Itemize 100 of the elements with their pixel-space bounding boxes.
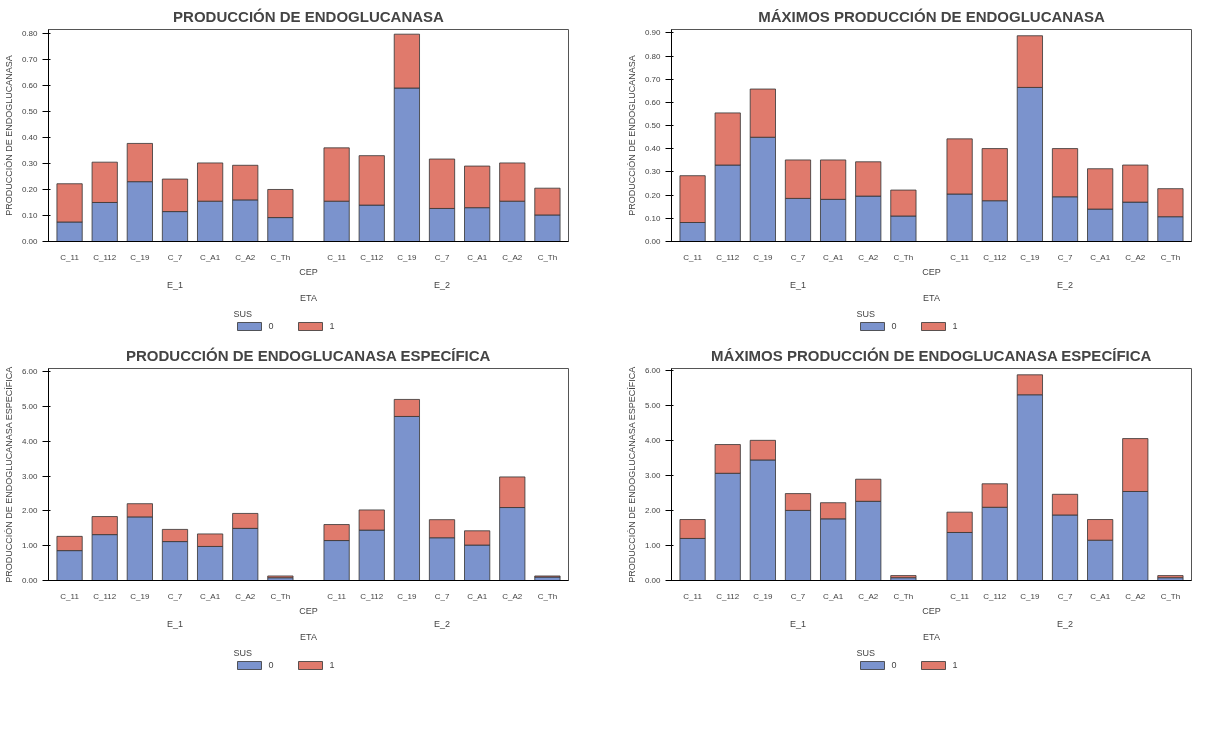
- y-tick-label: 0.10: [644, 213, 662, 223]
- text: E_2: [434, 618, 451, 629]
- y-tick-label: 5.00: [644, 400, 662, 410]
- x-tick-label: C_7: [167, 591, 183, 601]
- y-tick-label: 4.00: [644, 435, 662, 445]
- x-tick-label: C_Th: [893, 591, 914, 601]
- x-tick-label: C_112: [93, 591, 117, 601]
- y-tick-label: 2.00: [644, 505, 662, 515]
- y-axis-title: PRODUCCIÓN DE ENDOGLUCANASA: [626, 55, 637, 216]
- x-tick-label: C_A1: [823, 252, 844, 262]
- x-tick-label: C_19: [1020, 252, 1040, 262]
- x-tick-label: C_11: [60, 591, 80, 601]
- legend-label: 1: [952, 660, 959, 670]
- x-tick-label: C_19: [753, 252, 773, 262]
- x-tick-label: C_Th: [1160, 591, 1181, 601]
- x-tick-label: C_7: [790, 591, 806, 601]
- text: E_2: [434, 279, 451, 290]
- y-axis-title: PRODUCCIÓN DE ENDOGLUCANASA ESPECÍFICA: [3, 366, 14, 583]
- y-tick-label: 0.30: [644, 167, 662, 177]
- y-tick-label: 0.80: [21, 28, 39, 38]
- legend-label: 1: [952, 321, 959, 331]
- x-tick-label: C_A2: [1125, 252, 1146, 262]
- text: ETA: [300, 631, 317, 642]
- legend-label: 1: [329, 660, 336, 670]
- y-tick-label: 0.90: [644, 28, 662, 38]
- x-tick-label: C_112: [983, 252, 1007, 262]
- x-tick-label: C_112: [360, 591, 384, 601]
- y-tick-label: 0.50: [21, 106, 39, 116]
- x-tick-label: C_11: [60, 252, 80, 262]
- text: E_1: [166, 279, 183, 290]
- x-tick-label: C_Th: [537, 252, 558, 262]
- x-tick-label: C_Th: [1160, 252, 1181, 262]
- x-tick-label: C_A1: [200, 252, 221, 262]
- y-tick-label: 0.40: [644, 144, 662, 154]
- legend-label: 0: [268, 321, 275, 331]
- x-axis-title: CEP: [922, 266, 941, 277]
- legend-label: 1: [329, 321, 336, 331]
- y-tick-label: 0.50: [644, 121, 662, 131]
- x-tick-label: C_11: [683, 252, 703, 262]
- x-axis-title: CEP: [299, 605, 318, 616]
- x-tick-label: C_11: [327, 591, 347, 601]
- y-tick-label: 3.00: [21, 471, 39, 481]
- y-tick-label: 0.60: [644, 97, 662, 107]
- text: ETA: [923, 631, 940, 642]
- x-tick-label: C_Th: [270, 591, 291, 601]
- x-tick-label: C_19: [397, 591, 417, 601]
- x-tick-label: C_7: [790, 252, 806, 262]
- x-tick-label: C_112: [93, 252, 117, 262]
- x-tick-label: C_A1: [200, 591, 221, 601]
- x-tick-label: C_A2: [235, 252, 256, 262]
- y-axis-title: PRODUCCIÓN DE ENDOGLUCANASA: [3, 55, 14, 216]
- x-tick-label: C_112: [360, 252, 384, 262]
- chart-title: MÁXIMOS PRODUCCIÓN DE ENDOGLUCANASA ESPECÍFICA: [711, 346, 1152, 364]
- chart-title: PRODUCCIÓN DE ENDOGLUCANASA: [173, 7, 445, 25]
- x-tick-label: C_A1: [467, 591, 488, 601]
- x-tick-label: C_A2: [235, 591, 256, 601]
- x-tick-label: C_Th: [537, 591, 558, 601]
- x-tick-label: C_7: [1057, 252, 1073, 262]
- legend-title: SUS: [233, 648, 253, 658]
- y-tick-label: 6.00: [21, 367, 39, 377]
- x-tick-label: C_19: [130, 252, 150, 262]
- y-tick-label: 0.60: [21, 80, 39, 90]
- text: E_2: [1057, 618, 1074, 629]
- y-tick-label: 6.00: [644, 365, 662, 375]
- x-tick-label: C_Th: [270, 252, 291, 262]
- x-tick-label: C_A2: [858, 252, 879, 262]
- x-tick-label: C_7: [434, 252, 450, 262]
- y-tick-label: 0.20: [644, 190, 662, 200]
- x-axis-title: CEP: [922, 605, 941, 616]
- y-tick-label: 0.10: [21, 210, 39, 220]
- y-tick-label: 0.00: [644, 576, 662, 585]
- x-axis-title: CEP: [299, 266, 318, 277]
- text: E_2: [1057, 279, 1074, 290]
- x-tick-label: C_112: [716, 591, 740, 601]
- y-tick-label: 0.70: [644, 74, 662, 84]
- x-tick-label: C_19: [1020, 591, 1040, 601]
- chart-title: PRODUCCIÓN DE ENDOGLUCANASA ESPECÍFICA: [125, 346, 491, 364]
- text: ETA: [300, 292, 317, 303]
- x-tick-label: C_11: [683, 591, 703, 601]
- x-tick-label: C_11: [950, 591, 970, 601]
- y-tick-label: 0.20: [21, 184, 39, 194]
- y-tick-label: 0.40: [21, 132, 39, 142]
- y-tick-label: 0.00: [21, 237, 39, 246]
- y-tick-label: 1.00: [21, 541, 39, 551]
- x-tick-label: C_A1: [1090, 591, 1111, 601]
- text: ETA: [923, 292, 940, 303]
- y-tick-label: 5.00: [21, 402, 39, 412]
- x-tick-label: C_A1: [467, 252, 488, 262]
- y-tick-label: 0.70: [21, 54, 39, 64]
- legend-title: SUS: [856, 648, 876, 658]
- x-tick-label: C_112: [716, 252, 740, 262]
- y-tick-label: 4.00: [21, 436, 39, 446]
- y-tick-label: 2.00: [21, 506, 39, 516]
- y-tick-label: 3.00: [644, 470, 662, 480]
- text: E_1: [789, 279, 806, 290]
- legend-title: SUS: [233, 309, 253, 319]
- x-tick-label: C_A2: [502, 252, 523, 262]
- legend-label: 0: [891, 321, 898, 331]
- chart-title: MÁXIMOS PRODUCCIÓN DE ENDOGLUCANASA: [758, 7, 1106, 25]
- text: E_1: [166, 618, 183, 629]
